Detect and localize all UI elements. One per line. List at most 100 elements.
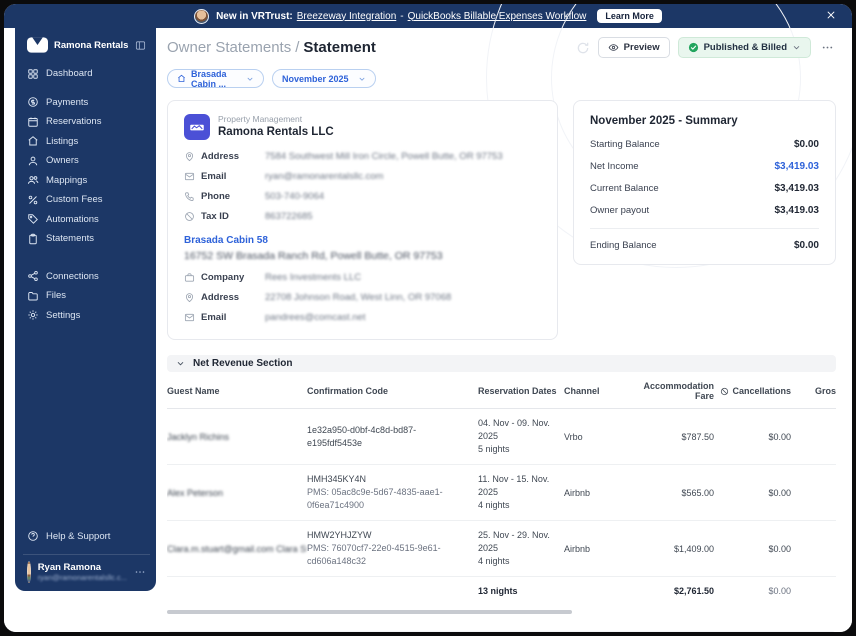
help-icon xyxy=(27,530,39,542)
sidebar-item-dashboard[interactable]: Dashboard xyxy=(27,64,146,84)
summary-label: Owner payout xyxy=(590,205,649,216)
summary-value: $0.00 xyxy=(794,240,819,251)
info-label: Email xyxy=(201,312,259,323)
breadcrumb: Owner Statements/Statement xyxy=(167,39,376,56)
map-pin-icon xyxy=(184,292,195,303)
summary-divider xyxy=(590,228,819,229)
sidebar-item-listings[interactable]: Listings xyxy=(27,132,146,152)
sidebar-item-label: Connections xyxy=(46,271,99,282)
owner-address-row: Address 22708 Johnson Road, West Linn, O… xyxy=(184,292,541,303)
info-value: ryan@ramonarentalsllc.com xyxy=(265,171,383,182)
automations-icon xyxy=(27,213,39,225)
preview-button[interactable]: Preview xyxy=(598,37,670,58)
refresh-icon[interactable] xyxy=(576,41,590,55)
announcer-avatar xyxy=(194,9,209,24)
table-row[interactable]: Clara.m.stuart@gmail.com Clara Stuart HM… xyxy=(167,521,836,577)
sidebar-item-label: Files xyxy=(46,290,66,301)
collapse-sidebar-icon[interactable] xyxy=(135,40,146,51)
home-icon xyxy=(177,74,186,83)
listing-filter-dropdown[interactable]: Brasada Cabin ... xyxy=(167,69,264,88)
learn-more-button[interactable]: Learn More xyxy=(597,9,662,23)
sidebar-item-settings[interactable]: Settings xyxy=(27,306,146,326)
sidebar-item-label: Mappings xyxy=(46,175,87,186)
sidebar-item-custom-fees[interactable]: Custom Fees xyxy=(27,190,146,210)
horizontal-scrollbar[interactable] xyxy=(167,610,572,614)
statements-icon xyxy=(27,233,39,245)
property-management-card: Property Management Ramona Rentals LLC A… xyxy=(167,100,558,340)
sidebar-item-mappings[interactable]: Mappings xyxy=(27,171,146,191)
accommodation-fare: $565.00 xyxy=(636,480,714,506)
announcement-link-breezeway[interactable]: Breezeway Integration xyxy=(297,11,397,22)
phone-icon xyxy=(184,191,195,202)
reservation-dates: 25. Nov - 29. Nov. 2025 xyxy=(478,529,556,555)
user-profile[interactable]: Ryan Ramona ryan@ramonarentalsllc.c... xyxy=(27,561,146,583)
month-filter-dropdown[interactable]: November 2025 xyxy=(272,69,376,88)
sidebar-item-reservations[interactable]: Reservations xyxy=(27,112,146,132)
sidebar-item-label: Listings xyxy=(46,136,78,147)
summary-row: Owner payout $3,419.03 xyxy=(590,205,819,216)
table-total-row: 13 nights $2,761.50 $0.00 $2,761.50 xyxy=(167,577,836,605)
sidebar-item-files[interactable]: Files xyxy=(27,286,146,306)
col-reservation-dates: Reservation Dates xyxy=(478,377,564,403)
status-label: Published & Billed xyxy=(704,42,787,53)
breadcrumb-root[interactable]: Owner Statements xyxy=(167,39,291,56)
company-logo xyxy=(184,114,210,140)
pm-address-row: Address 7584 Southwest Mill Iron Circle,… xyxy=(184,151,541,162)
cancellations: $0.00 xyxy=(714,536,791,562)
info-label: Address xyxy=(201,151,259,162)
sidebar-item-label: Owners xyxy=(46,155,79,166)
user-menu-icon[interactable] xyxy=(134,566,146,578)
eye-icon xyxy=(608,42,619,53)
circle-slash-icon xyxy=(720,387,729,396)
help-support-button[interactable]: Help & Support xyxy=(27,527,146,547)
custom-fees-icon xyxy=(27,194,39,206)
guest-name: Alex Peterson xyxy=(167,480,307,506)
help-support-label: Help & Support xyxy=(46,531,110,542)
table-row[interactable]: Jacklyn Richins 1e32a950-d0bf-4c8d-bd87-… xyxy=(167,409,836,465)
section-title: Net Revenue Section xyxy=(193,358,292,369)
sidebar-item-connections[interactable]: Connections xyxy=(27,267,146,287)
map-pin-icon xyxy=(184,151,195,162)
summary-card: November 2025 - Summary Starting Balance… xyxy=(573,100,836,265)
connections-icon xyxy=(27,270,39,282)
sidebar-header: Ramona Rentals LLC xyxy=(27,37,146,53)
more-options-icon[interactable] xyxy=(819,41,836,54)
summary-label: Net Income xyxy=(590,161,639,172)
user-email: ryan@ramonarentalsllc.c... xyxy=(38,573,127,582)
channel: Vrbo xyxy=(564,424,636,450)
channel: Airbnb xyxy=(564,480,636,506)
summary-value: $0.00 xyxy=(794,139,819,150)
owner-expenses-section-header[interactable]: Owner Expenses $0.00 xyxy=(167,631,836,632)
sidebar-item-label: Statements xyxy=(46,233,94,244)
sidebar-item-automations[interactable]: Automations xyxy=(27,210,146,230)
listing-link[interactable]: Brasada Cabin 58 xyxy=(184,235,541,246)
col-guest-name: Guest Name xyxy=(167,377,307,403)
summary-row-ending: Ending Balance $0.00 xyxy=(590,240,819,251)
listing-filter-value: Brasada Cabin ... xyxy=(191,69,241,89)
briefcase-icon xyxy=(184,272,195,283)
info-value: 22708 Johnson Road, West Linn, OR 97068 xyxy=(265,292,451,303)
summary-label: Ending Balance xyxy=(590,240,657,251)
main-panel: Owner Statements/Statement Preview Publi… xyxy=(167,28,836,632)
table-header-row: Guest Name Confirmation Code Reservation… xyxy=(167,372,836,409)
breadcrumb-separator: / xyxy=(295,39,299,56)
sidebar-item-payments[interactable]: Payments xyxy=(27,93,146,113)
mail-icon xyxy=(184,312,195,323)
close-banner-icon[interactable] xyxy=(826,10,836,20)
net-revenue-section-header[interactable]: Net Revenue Section xyxy=(167,355,836,372)
table-row[interactable]: Alex Peterson HMH345KY4NPMS: 05ac8c9e-5d… xyxy=(167,465,836,521)
info-value: pandrees@comcast.net xyxy=(265,312,365,323)
pms-code: PMS: 76070cf7-22e0-4515-9e61-cd606a148c3… xyxy=(307,542,470,568)
listings-icon xyxy=(27,135,39,147)
announcement-link-quickbooks[interactable]: QuickBooks Billable Expenses Workflow xyxy=(408,11,587,22)
sidebar-item-statements[interactable]: Statements xyxy=(27,229,146,249)
mail-icon xyxy=(184,171,195,182)
summary-row: Current Balance $3,419.03 xyxy=(590,183,819,194)
sidebar-item-owners[interactable]: Owners xyxy=(27,151,146,171)
info-label: Company xyxy=(201,272,259,283)
sidebar-item-label: Settings xyxy=(46,310,80,321)
announcement-text: New in VRTrust: Breezeway Integration - … xyxy=(216,11,586,22)
status-badge-button[interactable]: Published & Billed xyxy=(678,37,811,58)
sidebar-item-label: Custom Fees xyxy=(46,194,103,205)
sidebar-item-label: Reservations xyxy=(46,116,101,127)
